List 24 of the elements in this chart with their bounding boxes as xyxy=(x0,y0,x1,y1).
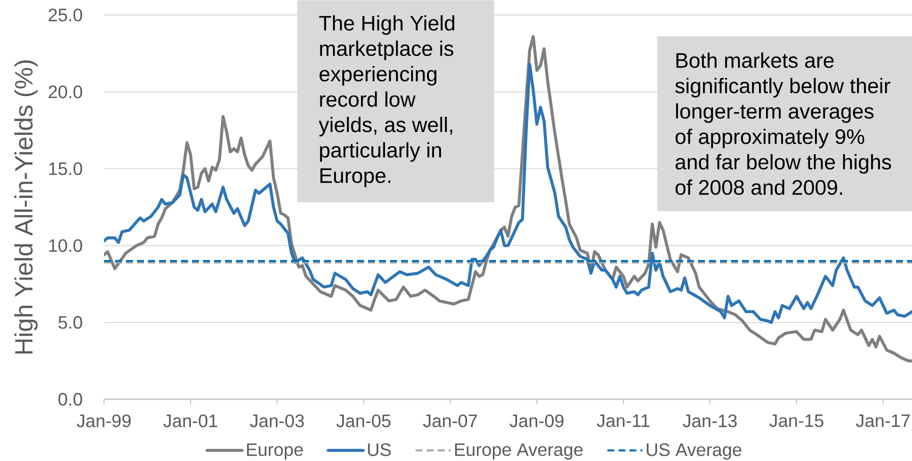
x-tick-label: Jan-11 xyxy=(596,414,650,428)
x-tick-label: Jan-05 xyxy=(336,414,390,428)
x-tick-label: Jan-17 xyxy=(856,414,910,428)
y-axis-title: High Yield All-in-Yields (%) xyxy=(14,60,38,354)
y-tick-label: 10.0 xyxy=(49,239,82,252)
x-tick-label: Jan-01 xyxy=(163,414,218,428)
y-tick-label: 5.0 xyxy=(58,316,82,329)
annotation: The High Yield marketplace is experiencing record low yields, as well, particularly in Europe. xyxy=(318,15,454,188)
legend-label: Europe Average xyxy=(455,443,583,460)
x-tick-label: Jan-07 xyxy=(423,414,477,428)
y-tick-label: 15.0 xyxy=(49,162,82,176)
x-tick-label: Jan-15 xyxy=(769,414,824,428)
y-tick-label: 20.0 xyxy=(48,85,82,98)
x-tick-label: Jan-09 xyxy=(510,414,564,428)
legend-label: US Average xyxy=(646,443,742,460)
legend-label: US xyxy=(368,443,391,456)
x-tick-label: Jan-99 xyxy=(76,414,131,428)
x-tick-label: Jan-13 xyxy=(682,414,737,428)
y-tick-label: 25.0 xyxy=(48,8,82,22)
y-tick-label: 0.0 xyxy=(58,392,82,406)
annotation: Both markets are significantly below their longer-term averages of approximately 9% and far below the highs of 2008 and 2009. xyxy=(675,52,892,195)
line-series xyxy=(104,35,912,362)
legend-label: Europe xyxy=(247,443,303,460)
x-tick-label: Jan-03 xyxy=(250,414,304,428)
